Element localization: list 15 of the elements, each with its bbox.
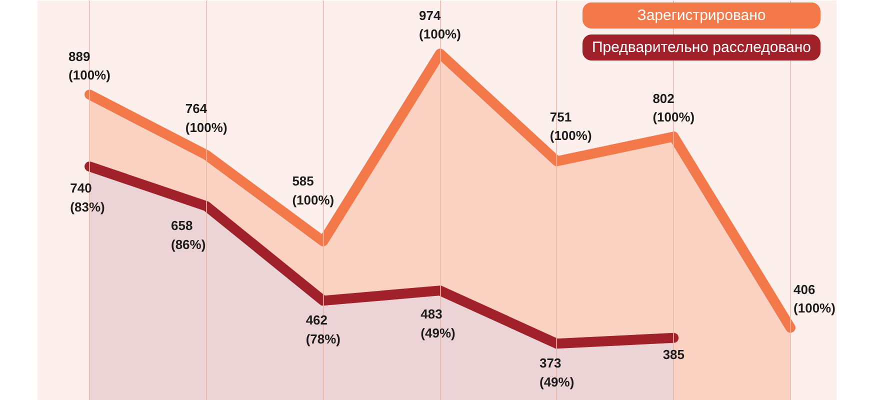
data-label: 483 (49%) bbox=[420, 306, 456, 340]
data-label: 889 (100%) bbox=[68, 48, 110, 83]
text: Зарегистрировано bbox=[637, 7, 766, 24]
text: Предварительно расследовано bbox=[592, 39, 811, 56]
data-label: 658 (86%) bbox=[170, 218, 206, 252]
data-label: 462 (78%) bbox=[306, 312, 341, 346]
data-label: 373 (49%) bbox=[539, 356, 574, 390]
data-label: 802 (100%) bbox=[652, 90, 695, 125]
data-label: 740 (83%) bbox=[70, 180, 105, 214]
data-label: 585 (100%) bbox=[292, 174, 334, 208]
data-label: 751 (100%) bbox=[550, 109, 592, 144]
data-label: 406 (100%) bbox=[794, 282, 836, 316]
data-label: 385 bbox=[662, 346, 685, 362]
data-label: 764 (100%) bbox=[185, 101, 228, 135]
data-label: 974 (100%) bbox=[419, 8, 461, 42]
